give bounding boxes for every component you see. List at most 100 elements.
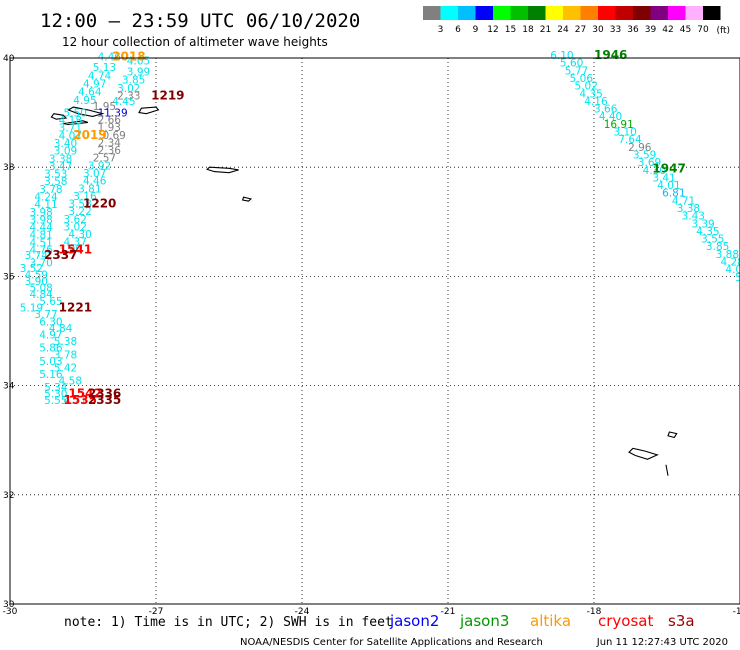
wave-height-label: 3.02 — [117, 83, 140, 95]
wave-height-label: 5.19 — [20, 302, 43, 314]
legend-bin-label: 9 — [473, 25, 479, 35]
wave-height-label: 4.11 — [34, 199, 57, 211]
wave-height-label: 3.70 — [29, 258, 52, 270]
wave-height-label: 3.16 — [73, 191, 97, 203]
island-outline — [138, 106, 160, 115]
wave-height-label: 4.01 — [657, 180, 680, 192]
pass-time-label: 2336 — [88, 387, 121, 401]
wave-height-label: 4.35 — [579, 88, 602, 100]
legend-unit: (ft) — [716, 26, 730, 36]
footer-note: note: 1) Time is in UTC; 2) SWH is in fe… — [64, 615, 393, 630]
wave-height-label: 3.69 — [638, 157, 661, 169]
wave-height-label: 5.60 — [560, 58, 583, 70]
pass-time-label: 1535 — [64, 393, 97, 407]
wave-height-label: 5.77 — [565, 65, 588, 77]
wave-height-label: 4.64 — [78, 87, 102, 99]
wave-height-label: 2.34 — [98, 137, 122, 149]
wave-height-label: 4.07 — [59, 130, 82, 142]
wave-height-label: 2.33 — [117, 90, 140, 102]
pass-time-label: 2018 — [112, 50, 145, 64]
wave-height-label: 5.13 — [93, 62, 116, 74]
wave-height-label: 4.28 — [721, 256, 740, 268]
wave-height-label: 6.30 — [39, 317, 62, 329]
wave-height-label: 2.57 — [93, 153, 116, 165]
legend-swatch — [668, 6, 686, 20]
wave-height-label: 4.81 — [29, 230, 52, 242]
legend-bin-label: 24 — [557, 25, 569, 35]
pass-time-label: 2019 — [73, 128, 106, 142]
legend-swatch — [510, 6, 528, 20]
island-outline — [667, 431, 678, 439]
pass-time-label: 1542 — [68, 387, 101, 401]
wave-height-label: 4.30 — [68, 229, 91, 241]
wave-height-label: 4.18 — [59, 115, 82, 127]
wave-height-label: 2.96 — [628, 142, 652, 154]
wave-height-label: 4.40 — [599, 111, 622, 123]
wave-height-label: 5.02 — [575, 81, 598, 93]
satellite-name-s3a: s3a — [668, 612, 695, 630]
wave-height-label: 3.98 — [29, 207, 52, 219]
legend-swatch — [528, 6, 546, 20]
legend-bin-label: 45 — [680, 25, 691, 35]
wave-height-label: 3.22 — [68, 206, 91, 218]
wave-height-label: 5.06 — [570, 73, 594, 85]
wave-height-label: 3.09 — [54, 146, 77, 158]
wave-height-label: 4.95 — [73, 95, 96, 107]
lat-tick-label: 36 — [3, 272, 15, 282]
wave-height-label: 4.44 — [29, 222, 53, 234]
island-outline — [628, 447, 659, 460]
wave-height-label: 4.84 — [49, 323, 73, 335]
wave-height-label: 4.35 — [696, 226, 719, 238]
wave-height-label: 16.91 — [604, 119, 634, 131]
wave-height-label: 3.53 — [44, 169, 67, 181]
legend-swatch — [475, 6, 493, 20]
island-outline — [63, 120, 89, 126]
lat-tick-label: 40 — [3, 54, 15, 64]
lat-tick-label: 30 — [3, 600, 15, 610]
satellite-name-cryosat: cryosat — [598, 612, 653, 630]
wave-height-label: 3.78 — [54, 349, 77, 361]
satellite-name-jason2: jason2 — [389, 612, 439, 630]
wave-height-label: 4.59 — [25, 270, 48, 282]
wave-height-label: 5.34 — [44, 382, 68, 394]
wave-height-label: 1.95 — [93, 101, 116, 113]
legend-swatch — [598, 6, 616, 20]
wave-height-label: 3.58 — [44, 176, 67, 188]
wave-height-label: 3.58 — [68, 199, 91, 211]
lon-tick-label: -27 — [149, 607, 164, 617]
wave-height-label: 3.38 — [49, 153, 72, 165]
legend-swatch — [650, 6, 668, 20]
axis-ticks: -30 -27 -24 -21 -18 -15 40 38 36 34 32 30 — [3, 54, 740, 617]
legend-swatch — [423, 6, 441, 20]
wave-height-label: 7.64 — [618, 134, 642, 146]
pass-time-label: 1221 — [59, 300, 92, 314]
wave-height-label: 4.07 — [725, 264, 740, 276]
pass-time-label: 1541 — [59, 242, 92, 256]
wave-height-label: 4.37 — [64, 236, 87, 248]
wave-height-label: 4.74 — [88, 70, 112, 82]
island-outline — [241, 196, 253, 202]
wave-height-label: 5.30 — [44, 389, 67, 401]
legend-swatch — [440, 6, 458, 20]
wave-height-label: 3.02 — [64, 222, 87, 234]
wave-height-label: 3.10 — [613, 127, 636, 139]
wave-height-label: 4.97 — [83, 78, 106, 90]
legend-bin-label: 39 — [645, 25, 657, 35]
pass-time-label: 2335 — [88, 393, 121, 407]
footer-credit: NOAA/NESDIS Center for Satellite Applica… — [240, 637, 543, 648]
pass-time-label: 1946 — [594, 48, 627, 62]
wave-height-label: 4.71 — [64, 395, 87, 407]
wave-height-label: 3.85 — [122, 75, 145, 87]
lat-tick-label: 32 — [3, 491, 14, 501]
legend-swatch — [580, 6, 598, 20]
wave-height-label: 3.78 — [39, 184, 62, 196]
wave-height-label: 3.07 — [83, 168, 106, 180]
legend-bin-label: 21 — [540, 25, 551, 35]
wave-height-label: 4.97 — [39, 330, 62, 342]
islands-layer — [50, 106, 678, 476]
wave-height-label: 3.47 — [49, 161, 72, 173]
island-outline — [206, 166, 239, 174]
legend-bin-label: 18 — [522, 25, 534, 35]
wave-height-label: 3.88 — [716, 249, 739, 261]
